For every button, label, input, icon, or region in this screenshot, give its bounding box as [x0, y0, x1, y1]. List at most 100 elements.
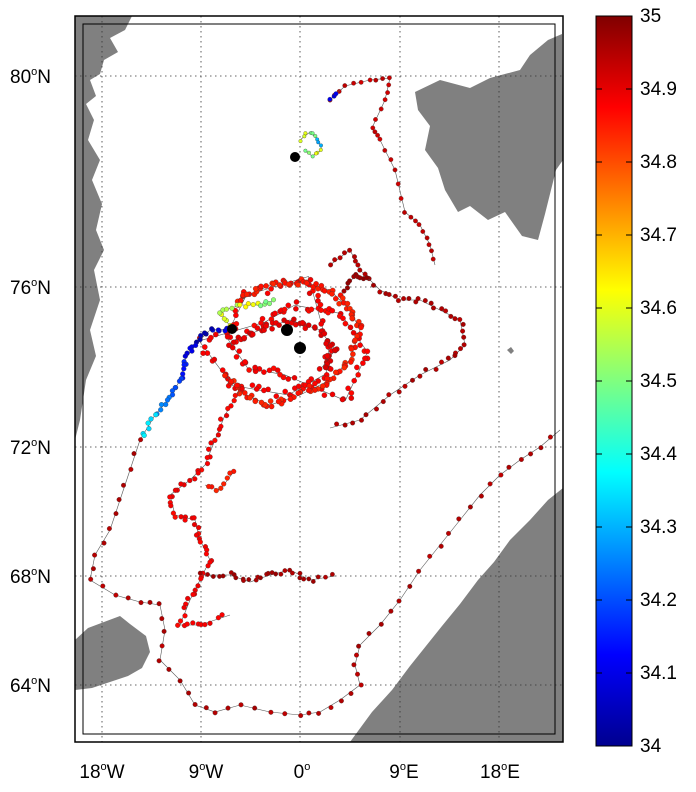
float-profile-point — [350, 420, 356, 426]
float-profile-point — [215, 615, 221, 621]
float-profile-point — [321, 330, 328, 337]
float-profile-point — [415, 296, 421, 302]
float-profile-point — [323, 340, 329, 347]
float-profile-point — [186, 690, 192, 696]
float-profile-point — [190, 620, 196, 626]
float-profile-point — [306, 150, 311, 155]
float-profile-point — [417, 373, 423, 379]
float-profile-point — [317, 301, 324, 308]
float-profile-point — [182, 613, 188, 619]
float-profile-point — [275, 398, 282, 405]
float-profile-point — [407, 583, 413, 589]
float-profile-point — [224, 334, 231, 340]
float-profile-point — [224, 306, 229, 312]
float-profile-point — [222, 328, 228, 334]
float-profile-point — [338, 698, 344, 704]
float-profile-point — [156, 601, 162, 607]
float-profile-point — [203, 551, 209, 557]
float-profile-point — [319, 143, 323, 148]
float-profile-point — [370, 125, 376, 131]
float-profile-point — [354, 364, 360, 371]
float-profile-point — [221, 481, 227, 487]
float-profile-point — [467, 504, 473, 510]
float-profile-point — [305, 322, 312, 328]
lat-label: 76oN — [10, 277, 51, 299]
float-profile-point — [219, 612, 225, 618]
float-profile-point — [161, 628, 167, 634]
float-profile-point — [158, 407, 164, 413]
float-profile-point — [243, 291, 250, 298]
float-profile-point — [416, 222, 422, 227]
lat-label: 72oN — [10, 437, 51, 459]
float-profile-point — [153, 412, 159, 418]
float-profile-point — [263, 323, 269, 329]
map-frame — [74, 15, 564, 743]
float-profile-point — [250, 331, 256, 338]
lon-label: 18oW — [79, 761, 124, 783]
float-profile-point — [287, 396, 294, 402]
float-profile-point — [261, 387, 267, 394]
float-profile-point — [327, 366, 334, 372]
float-profile-point — [344, 300, 351, 307]
land-norway — [350, 488, 563, 742]
float-profile-point — [321, 392, 328, 398]
float-profile-point — [315, 292, 321, 299]
float-profile-point — [424, 235, 430, 241]
float-profile-point — [351, 80, 356, 86]
float-profile-point — [282, 711, 288, 717]
float-profile-point — [276, 282, 283, 288]
float-profile-point — [204, 455, 210, 461]
float-profile-point — [172, 385, 178, 391]
float-profile-point — [226, 342, 232, 349]
float-profile-point — [357, 342, 363, 348]
float-profile-point — [386, 292, 392, 297]
float-profile-point — [285, 281, 292, 288]
float-profile-point — [351, 377, 357, 384]
float-profile-point — [392, 167, 398, 173]
float-profile-point — [229, 305, 235, 311]
float-profile-point — [388, 608, 394, 614]
float-profile-point — [348, 390, 355, 396]
float-profile-point — [377, 136, 383, 142]
colorbar-tick-label: 34.7 — [640, 225, 677, 246]
float-profile-point — [332, 257, 338, 263]
float-profile-point — [347, 324, 354, 331]
float-profile-point — [258, 303, 264, 309]
float-profile-point — [269, 326, 275, 332]
float-profile-point — [422, 298, 428, 304]
float-profile-point — [382, 148, 388, 153]
float-profile-point — [205, 572, 210, 577]
float-profile-point — [341, 364, 348, 371]
float-profile-point — [206, 483, 212, 490]
float-profile-point — [341, 288, 347, 294]
float-profile-point — [215, 327, 221, 333]
float-profile-point — [90, 566, 96, 572]
float-profile-point — [125, 595, 131, 601]
float-profile-point — [337, 255, 343, 261]
float-profile-point — [212, 710, 218, 716]
float-profile-point — [285, 302, 292, 309]
float-profile-point — [313, 134, 318, 138]
float-profile-point — [298, 139, 303, 144]
float-profile-point — [342, 83, 348, 88]
float-profile-point — [247, 395, 253, 401]
float-profile-point — [252, 285, 259, 292]
float-profile-point — [295, 383, 302, 390]
float-profile-point — [233, 354, 240, 360]
float-profile-point — [322, 364, 329, 371]
latitude-labels: 80oN 76oN 72oN 68oN 64oN — [10, 66, 51, 697]
float-profile-point — [310, 131, 315, 136]
float-profile-point — [268, 286, 274, 292]
float-profile-point — [113, 592, 119, 598]
float-profile-point — [358, 324, 364, 331]
float-profile-point — [182, 517, 188, 523]
float-profile-point — [380, 76, 385, 81]
float-profile-point — [348, 346, 355, 352]
float-profile-point — [241, 335, 248, 341]
float-profile-point — [282, 388, 288, 395]
float-profile-point — [402, 210, 407, 215]
float-profile-point — [252, 705, 258, 711]
float-profile-point — [195, 470, 201, 476]
float-profile-point — [224, 475, 230, 481]
float-profile-point — [355, 671, 360, 677]
